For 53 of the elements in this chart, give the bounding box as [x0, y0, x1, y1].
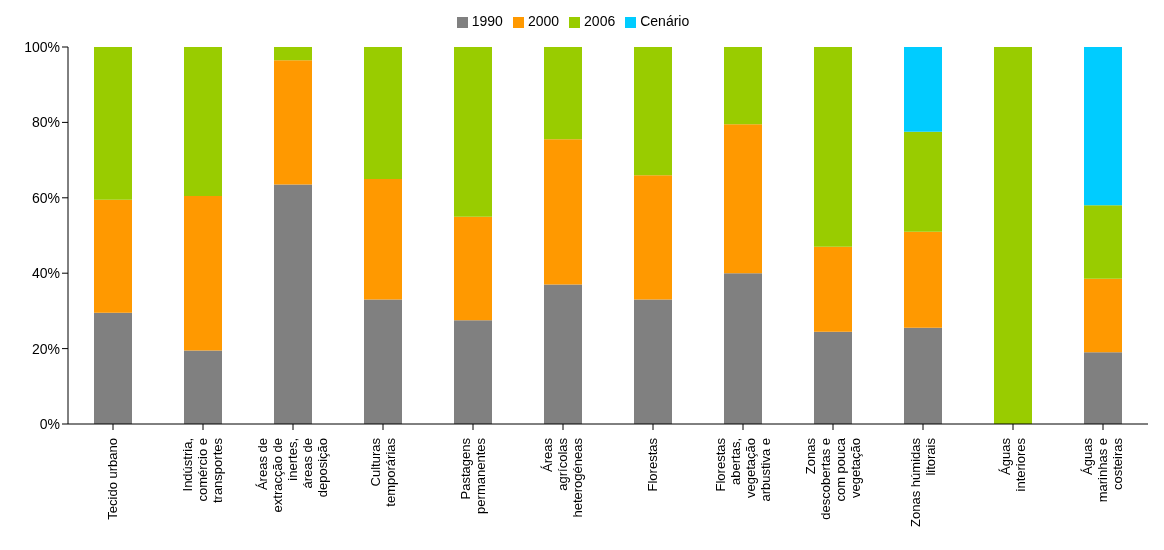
x-tick-label: Águas interiores — [997, 437, 1028, 492]
x-tick-label: Florestas — [645, 437, 660, 492]
bar — [94, 47, 132, 200]
bar — [904, 231, 942, 328]
bar — [544, 284, 582, 424]
bar — [904, 47, 942, 132]
bar — [454, 47, 492, 217]
bar — [364, 47, 402, 179]
bar — [1084, 352, 1122, 424]
bar — [994, 47, 1032, 424]
bar — [634, 299, 672, 424]
y-tick-label: 40% — [31, 265, 60, 282]
bar — [544, 139, 582, 285]
bar — [454, 216, 492, 321]
y-tick-label: 20% — [31, 340, 60, 357]
bar — [274, 184, 312, 424]
bar — [184, 350, 222, 424]
legend-label: Cenário — [640, 13, 690, 29]
bar — [724, 273, 762, 424]
bar — [454, 320, 492, 424]
bar — [634, 175, 672, 300]
bar — [1084, 47, 1122, 206]
bar — [94, 312, 132, 424]
y-tick-label: 80% — [31, 114, 60, 131]
bar — [1084, 278, 1122, 353]
y-tick-label: 0% — [39, 415, 60, 432]
bar — [274, 47, 312, 61]
legend-label: 2000 — [527, 13, 560, 29]
bar — [814, 47, 852, 247]
bar — [274, 60, 312, 185]
bar — [814, 246, 852, 332]
bar — [904, 131, 942, 232]
legend-label: 1990 — [471, 13, 503, 29]
bar — [94, 199, 132, 313]
x-tick-label: Águas marinhas e costeiras — [1080, 437, 1125, 503]
bar — [634, 47, 672, 176]
bar — [364, 178, 402, 300]
bar — [724, 47, 762, 125]
x-tick-label: Indústria, comércio e transportes — [180, 437, 225, 504]
bar — [1084, 205, 1122, 279]
bar — [184, 47, 222, 196]
bar — [364, 299, 402, 424]
bar — [904, 327, 942, 424]
bar — [724, 124, 762, 274]
x-tick-label: Tecido urbano — [105, 438, 120, 520]
bar — [814, 331, 852, 424]
x-tick-label: Florestas abertas, vegetação arbustiva e — [712, 437, 773, 502]
bar — [544, 47, 582, 140]
x-tick-label: Zonas húmidas litorais — [907, 437, 938, 527]
legend-label: 2006 — [584, 13, 616, 29]
y-tick-label: 100% — [24, 38, 60, 55]
y-tick-label: 60% — [31, 189, 60, 206]
bar — [184, 195, 222, 351]
